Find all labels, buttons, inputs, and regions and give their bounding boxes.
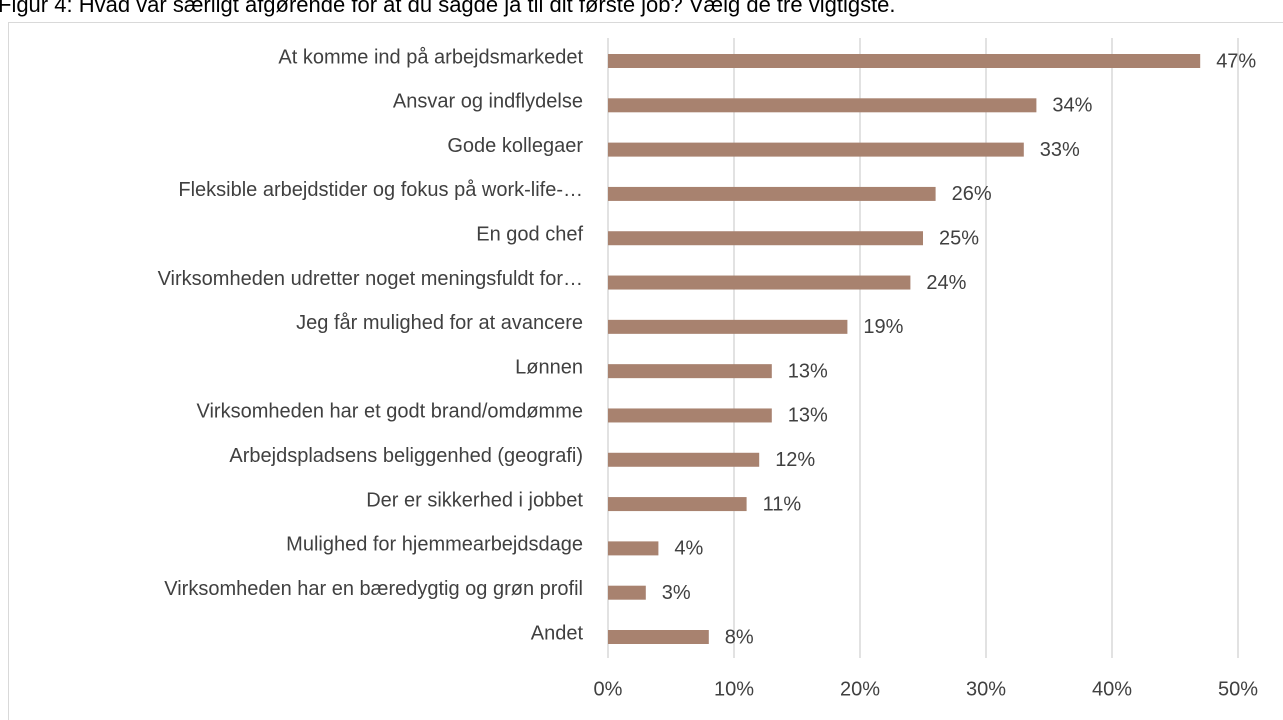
data-label: 34% xyxy=(1052,95,1092,117)
bar xyxy=(608,364,772,379)
y-tick-label: Jeg får mulighed for at avancere xyxy=(296,312,583,334)
y-tick-label: En god chef xyxy=(476,224,583,246)
x-tick-label: 30% xyxy=(966,678,1006,700)
y-tick-label: Der er sikkerhed i jobbet xyxy=(366,489,583,511)
bar xyxy=(608,452,760,467)
bar xyxy=(608,98,1037,113)
bar xyxy=(608,54,1201,68)
data-label: 4% xyxy=(674,538,703,560)
bar xyxy=(608,630,709,644)
data-label: 26% xyxy=(952,183,992,205)
data-label: 3% xyxy=(662,582,691,604)
y-tick-label: Virksomheden har et godt brand/omdømme xyxy=(197,401,584,423)
chart-title: Figur 4: Hvad var særligt afgørende for … xyxy=(0,0,896,17)
bar xyxy=(608,497,747,512)
bar xyxy=(608,142,1024,157)
data-label: 11% xyxy=(763,493,802,515)
data-label: 19% xyxy=(863,316,903,338)
data-label: 13% xyxy=(788,360,828,382)
y-tick-label: Lønnen xyxy=(515,356,583,378)
data-label: 25% xyxy=(939,228,979,250)
y-tick-label: Gode kollegaer xyxy=(447,135,583,157)
bar xyxy=(608,231,923,246)
data-label: 8% xyxy=(725,626,754,648)
bar xyxy=(608,275,911,290)
y-tick-label: Virksomheden udretter noget meningsfuldt… xyxy=(158,268,583,290)
bar xyxy=(608,319,848,334)
y-tick-label: Virksomheden har en bæredygtig og grøn p… xyxy=(164,578,583,600)
x-tick-label: 10% xyxy=(714,678,754,700)
y-tick-label: Arbejdspladsens beliggenhed (geografi) xyxy=(229,445,583,467)
data-label: 33% xyxy=(1040,139,1080,161)
bar xyxy=(608,585,646,600)
x-tick-label: 20% xyxy=(840,678,880,700)
bar xyxy=(608,186,936,201)
bar xyxy=(608,408,772,423)
data-label: 47% xyxy=(1216,50,1256,72)
y-tick-label: At komme ind på arbejdsmarkedet xyxy=(278,46,583,68)
x-tick-label: 0% xyxy=(594,678,623,700)
data-label: 13% xyxy=(788,405,828,427)
x-tick-label: 40% xyxy=(1092,678,1132,700)
y-tick-label: Andet xyxy=(531,622,584,644)
bar xyxy=(608,541,659,556)
y-tick-label: Mulighed for hjemmearbejdsdage xyxy=(286,534,583,556)
data-label: 24% xyxy=(926,272,966,294)
x-tick-label: 50% xyxy=(1218,678,1258,700)
y-tick-label: Ansvar og indflydelse xyxy=(393,91,583,113)
chart-frame xyxy=(8,22,1283,720)
y-tick-label: Fleksible arbejdstider og fokus på work-… xyxy=(178,179,583,201)
data-label: 12% xyxy=(775,449,815,471)
